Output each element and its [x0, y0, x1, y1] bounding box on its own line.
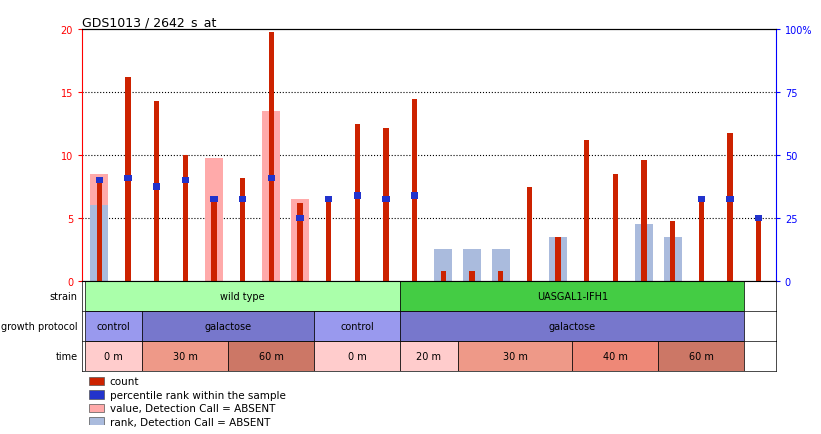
Bar [228, 342, 314, 372]
Bar [205, 158, 222, 281]
Bar [314, 342, 401, 372]
Bar [314, 311, 401, 342]
Bar [124, 175, 131, 181]
Bar [412, 99, 417, 281]
Bar [434, 250, 452, 281]
Bar [142, 311, 314, 342]
Bar [641, 161, 647, 281]
Bar [96, 178, 103, 184]
Bar [325, 197, 333, 203]
Bar [527, 187, 532, 281]
Bar [401, 281, 745, 311]
Bar [354, 193, 361, 199]
Bar [85, 281, 401, 311]
Bar [85, 342, 142, 372]
Text: count: count [110, 376, 140, 386]
Bar [572, 342, 658, 372]
Bar [401, 342, 457, 372]
Bar [326, 200, 331, 281]
Bar [181, 178, 189, 184]
Bar [268, 33, 274, 281]
Bar [383, 128, 388, 281]
Bar [90, 174, 108, 281]
Bar [355, 125, 360, 281]
Bar [97, 178, 102, 281]
Text: 60 m: 60 m [689, 352, 713, 362]
Bar [698, 197, 705, 203]
Bar [153, 184, 160, 191]
Text: galactose: galactose [548, 322, 596, 332]
Bar [549, 237, 566, 281]
Bar [239, 197, 246, 203]
Text: rank, Detection Call = ABSENT: rank, Detection Call = ABSENT [110, 417, 270, 427]
Text: galactose: galactose [204, 322, 252, 332]
Bar [401, 311, 745, 342]
Bar [411, 193, 418, 199]
Bar [142, 342, 228, 372]
Bar [470, 271, 475, 281]
Text: control: control [97, 322, 131, 332]
Bar [457, 342, 572, 372]
Bar [263, 112, 280, 281]
Bar [658, 342, 745, 372]
Text: growth protocol: growth protocol [1, 322, 78, 332]
Text: 30 m: 30 m [502, 352, 527, 362]
Bar [584, 141, 589, 281]
Bar [755, 215, 762, 222]
Bar [699, 200, 704, 281]
Bar [612, 174, 618, 281]
Bar [89, 417, 104, 426]
Text: GDS1013 / 2642_s_at: GDS1013 / 2642_s_at [82, 16, 217, 29]
Bar [89, 377, 104, 385]
Bar [492, 250, 510, 281]
Bar [663, 237, 681, 281]
Bar [126, 78, 131, 281]
Bar [268, 175, 275, 181]
Bar [297, 204, 303, 281]
Bar [154, 102, 159, 281]
Bar [211, 200, 217, 281]
Text: 60 m: 60 m [259, 352, 284, 362]
Text: control: control [341, 322, 374, 332]
Bar [85, 311, 142, 342]
Bar [291, 200, 309, 281]
Text: 20 m: 20 m [416, 352, 442, 362]
Text: strain: strain [50, 291, 78, 301]
Bar [89, 390, 104, 399]
Bar [727, 197, 734, 203]
Bar [90, 206, 108, 281]
Bar [210, 197, 218, 203]
Text: UASGAL1-IFH1: UASGAL1-IFH1 [537, 291, 608, 301]
Bar [498, 271, 503, 281]
Bar [89, 404, 104, 412]
Bar [555, 237, 561, 281]
Text: 40 m: 40 m [603, 352, 628, 362]
Text: wild type: wild type [220, 291, 265, 301]
Bar [240, 178, 245, 281]
Bar [463, 250, 481, 281]
Bar [756, 219, 761, 281]
Bar [441, 271, 446, 281]
Bar [727, 133, 732, 281]
Text: 0 m: 0 m [348, 352, 367, 362]
Bar [635, 225, 653, 281]
Text: percentile rank within the sample: percentile rank within the sample [110, 390, 286, 400]
Bar [670, 221, 675, 281]
Text: value, Detection Call = ABSENT: value, Detection Call = ABSENT [110, 403, 275, 413]
Text: time: time [56, 352, 78, 362]
Bar [183, 156, 188, 281]
Text: 30 m: 30 m [173, 352, 198, 362]
Bar [383, 197, 390, 203]
Bar [296, 215, 304, 222]
Text: 0 m: 0 m [104, 352, 123, 362]
